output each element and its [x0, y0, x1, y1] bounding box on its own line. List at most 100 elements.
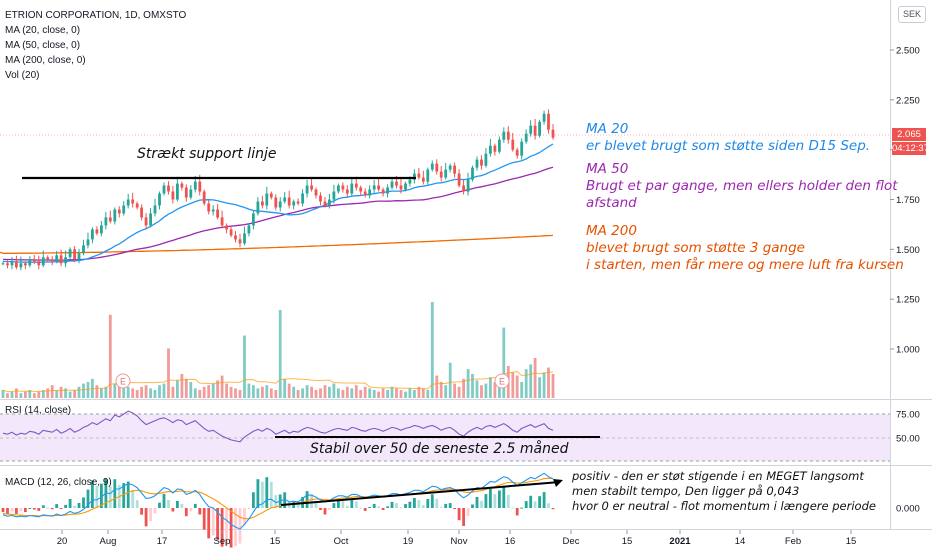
time-tick-label: 15	[622, 536, 633, 547]
candle-body	[41, 257, 45, 266]
volume-bar	[19, 393, 23, 398]
candle-body	[305, 185, 309, 194]
macd-histogram-bar	[377, 506, 380, 508]
volume-bar	[225, 383, 228, 398]
legend-rsi[interactable]: RSI (14, close)	[5, 405, 72, 416]
macd-histogram-bar	[524, 501, 528, 508]
volume-bar	[404, 391, 407, 398]
volume-bar	[533, 358, 537, 398]
candle-body	[292, 201, 296, 206]
volume-bar	[386, 390, 389, 398]
candle-body	[37, 261, 41, 266]
axes: 2.5002.2502.0001.7501.5001.2501.00075.00…	[57, 46, 920, 548]
volume-bar	[265, 385, 269, 398]
earnings-marker[interactable]	[494, 373, 510, 389]
volume-bar	[453, 383, 456, 398]
legend-macd[interactable]: MACD (12, 26, close, 9)	[5, 477, 112, 488]
candle-body	[542, 113, 546, 122]
candle-body	[256, 201, 260, 214]
macd-histogram-bar	[113, 479, 117, 508]
volume-bar	[153, 390, 157, 398]
volume-bar	[261, 386, 264, 398]
legend-ma20[interactable]: MA (20, close, 0)	[5, 25, 81, 36]
volume-bar	[354, 385, 358, 398]
macd-trendline[interactable]	[280, 481, 561, 506]
candle-body	[207, 203, 211, 212]
macd-histogram-bar	[480, 500, 483, 508]
volume-bar	[269, 388, 273, 398]
macd-histogram-bar	[310, 494, 313, 508]
volume-bar	[162, 383, 166, 398]
candle-body	[113, 209, 117, 222]
macd-histogram-bar	[37, 508, 41, 511]
macd-histogram-bar	[404, 504, 407, 508]
price-tick-label: 1.750	[896, 195, 920, 206]
candle-body	[381, 189, 385, 194]
volume-bar	[323, 385, 327, 398]
macd-histogram-bar	[520, 507, 524, 509]
candle-body	[149, 213, 152, 226]
volume-bar	[310, 386, 313, 398]
volume-bar	[345, 386, 349, 398]
macd-histogram-bar	[19, 508, 23, 512]
earnings-marker-label: E	[120, 377, 126, 387]
candle-body	[229, 229, 233, 236]
candle-body	[77, 253, 81, 260]
volume-bar	[547, 367, 550, 398]
macd-histogram-bar	[471, 504, 474, 508]
candle-body	[55, 255, 59, 262]
candle-body	[310, 185, 313, 190]
candle-body	[19, 263, 23, 268]
volume-bar	[144, 385, 148, 398]
candle-body	[287, 197, 291, 206]
volume-bar	[332, 383, 336, 398]
symbol-title[interactable]: ETRION CORPORATION, 1D, OMXSTO	[5, 10, 187, 21]
candle-body	[350, 183, 354, 194]
volume-bar	[471, 374, 474, 398]
candle-body	[520, 141, 524, 156]
volume-bar	[524, 369, 528, 398]
candle-body	[489, 145, 492, 154]
candle-body	[453, 165, 456, 174]
volume-bar	[6, 393, 9, 398]
candle-body	[95, 229, 99, 234]
volume-bar	[551, 374, 555, 398]
candle-body	[399, 185, 403, 190]
macd-histogram-bar	[189, 508, 193, 512]
candle-body	[372, 185, 376, 190]
candle-body	[243, 233, 246, 244]
macd-histogram-bar	[332, 503, 336, 508]
candle-body	[524, 133, 528, 142]
legend-ma50[interactable]: MA (50, close, 0)	[5, 40, 81, 51]
candle-body	[140, 207, 143, 218]
volume-bar	[448, 362, 452, 398]
volume-bar	[193, 388, 197, 398]
volume-bar	[372, 390, 376, 398]
volume-bar	[243, 335, 246, 398]
candle-body	[368, 189, 372, 196]
volume-bar	[435, 375, 439, 398]
volume-bar	[498, 380, 501, 398]
candle-body	[198, 181, 202, 192]
macd-histogram-bar	[515, 508, 519, 516]
macd-histogram-bar	[238, 508, 242, 544]
legend-volume[interactable]: Vol (20)	[5, 70, 40, 81]
macd-histogram-bar	[444, 503, 448, 508]
candle-body	[386, 187, 389, 194]
candle-body	[10, 261, 14, 266]
volume-bar	[256, 388, 260, 398]
macd-histogram-bar	[363, 508, 367, 511]
time-tick-label: 15	[846, 536, 857, 547]
candle-body	[390, 181, 394, 188]
ma50-text-2: afstand	[586, 195, 637, 211]
macd-histogram-bar	[489, 488, 492, 508]
legend-ma200[interactable]: MA (200, close, 0)	[5, 55, 86, 66]
macd-histogram-bar	[466, 508, 470, 516]
macd-histogram-bar	[435, 498, 439, 508]
currency-button[interactable]: SEK	[898, 6, 926, 23]
macd-histogram-bar	[32, 508, 36, 510]
earnings-marker[interactable]	[115, 373, 131, 389]
volume-bar	[399, 390, 403, 398]
ma20-line	[2, 143, 554, 263]
